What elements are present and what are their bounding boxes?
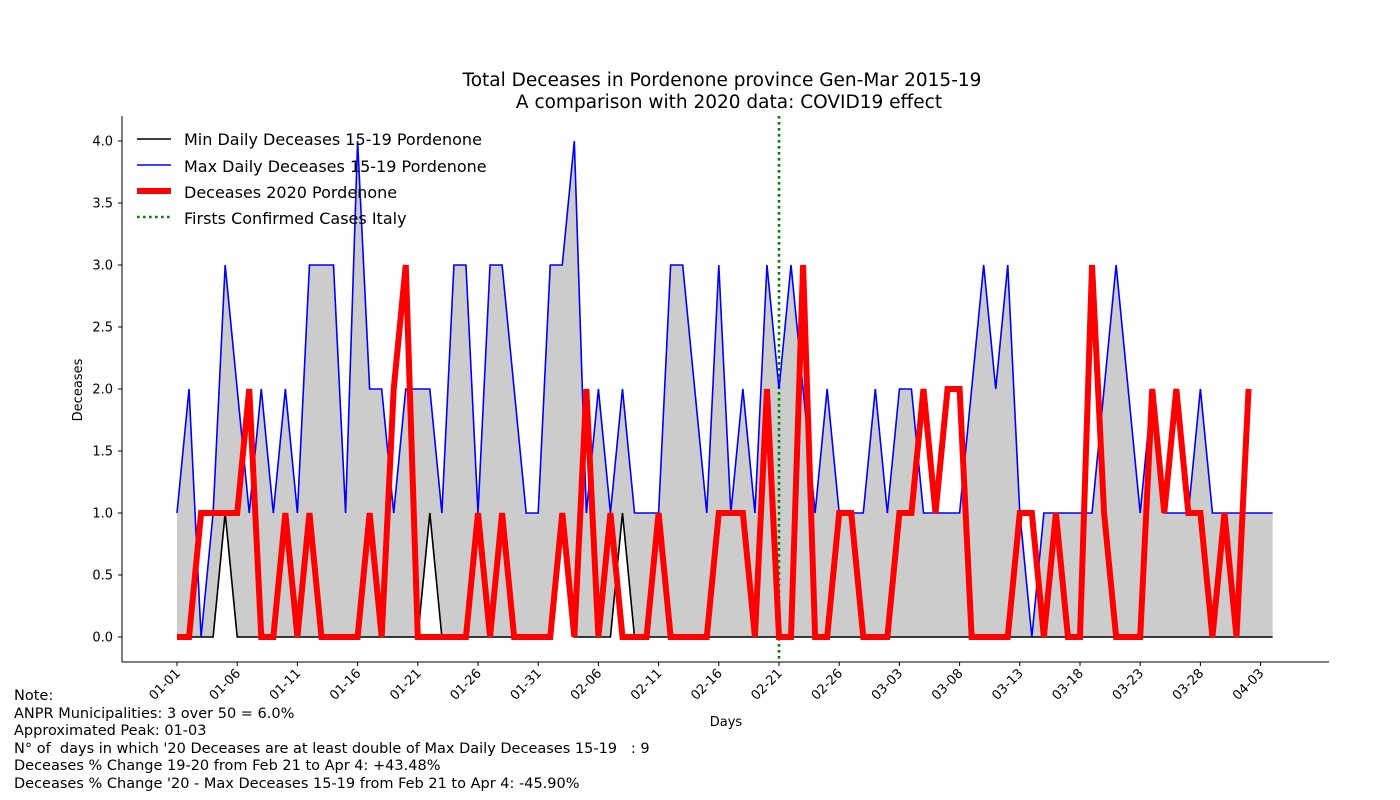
y-tick-label: 3.0: [92, 259, 113, 274]
x-tick-label: 03-28: [1170, 666, 1207, 703]
legend-label-max: Max Daily Deceases 15-19 Pordenone: [184, 157, 487, 176]
y-axis-label: Deceases: [71, 358, 86, 421]
y-tick-label: 0.0: [92, 631, 113, 646]
x-tick-label: 03-03: [869, 666, 906, 703]
x-axis-label: Days: [710, 715, 743, 730]
y-tick-label: 3.5: [92, 197, 113, 212]
chart-subtitle: A comparison with 2020 data: COVID19 eff…: [516, 92, 942, 113]
chart-title: Total Deceases in Pordenone province Gen…: [462, 70, 982, 91]
x-tick-label: 03-18: [1050, 666, 1087, 703]
x-tick-label: 03-13: [989, 666, 1026, 703]
note-peak: Approximated Peak: 01-03: [14, 723, 207, 739]
x-tick-label: 04-03: [1230, 666, 1267, 703]
legend: Min Daily Deceases 15-19 Pordenone Max D…: [137, 130, 487, 228]
x-tick-label: 02-16: [688, 666, 725, 703]
x-tick-label: 02-21: [749, 666, 786, 703]
y-tick-label: 4.0: [92, 135, 113, 150]
note-change-max: Deceases % Change '20 - Max Deceases 15-…: [14, 775, 580, 792]
y-tick-label: 2.0: [92, 383, 113, 398]
x-tick-label: 03-08: [929, 666, 966, 703]
y-tick-label: 0.5: [92, 569, 113, 584]
notes: Note: ANPR Municipalities: 3 over 50 = 6…: [14, 688, 650, 793]
y-tick-label: 2.5: [92, 321, 113, 336]
x-tick-label: 03-23: [1110, 666, 1147, 703]
series-line-2020: [177, 264, 1252, 640]
legend-label-first-cases: Firsts Confirmed Cases Italy: [184, 209, 407, 228]
note-anpr: ANPR Municipalities: 3 over 50 = 6.0%: [14, 705, 295, 722]
series-line-max: [176, 140, 1273, 638]
x-tick-label: 02-26: [809, 666, 846, 703]
y-tick-label: 1.5: [92, 445, 113, 460]
note-change-19-20: Deceases % Change 19-20 from Feb 21 to A…: [14, 758, 441, 774]
legend-label-min: Min Daily Deceases 15-19 Pordenone: [184, 130, 482, 149]
series-lines: [176, 140, 1273, 640]
y-axis-ticks: 0.0 0.5 1.0 1.5 2.0 2.5 3.0 3.5 4.0: [92, 135, 122, 646]
note-heading: Note:: [14, 688, 54, 704]
legend-label-2020: Deceases 2020 Pordenone: [184, 183, 397, 202]
y-tick-label: 1.0: [92, 507, 113, 522]
note-days-double: N° of days in which '20 Deceases are at …: [14, 740, 650, 757]
